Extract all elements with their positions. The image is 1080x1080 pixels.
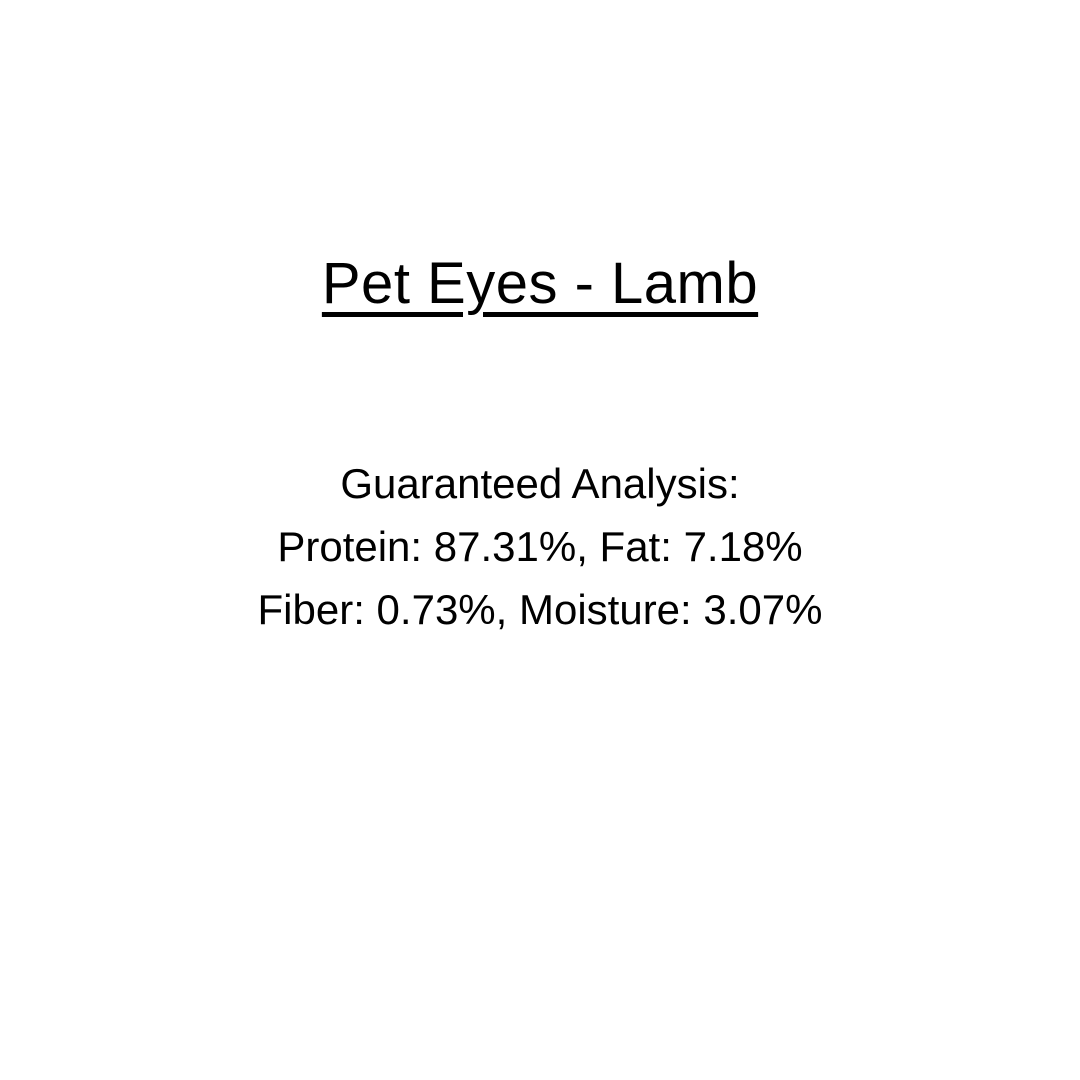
product-title: Pet Eyes - Lamb — [321, 251, 759, 316]
analysis-protein-fat-line: Protein: 87.31%, Fat: 7.18% — [277, 523, 803, 570]
guaranteed-analysis-block: Guaranteed Analysis: Protein: 87.31%, Fa… — [0, 452, 1080, 641]
guaranteed-analysis-heading: Guaranteed Analysis: — [340, 460, 740, 507]
analysis-fiber-moisture-line: Fiber: 0.73%, Moisture: 3.07% — [257, 586, 823, 633]
